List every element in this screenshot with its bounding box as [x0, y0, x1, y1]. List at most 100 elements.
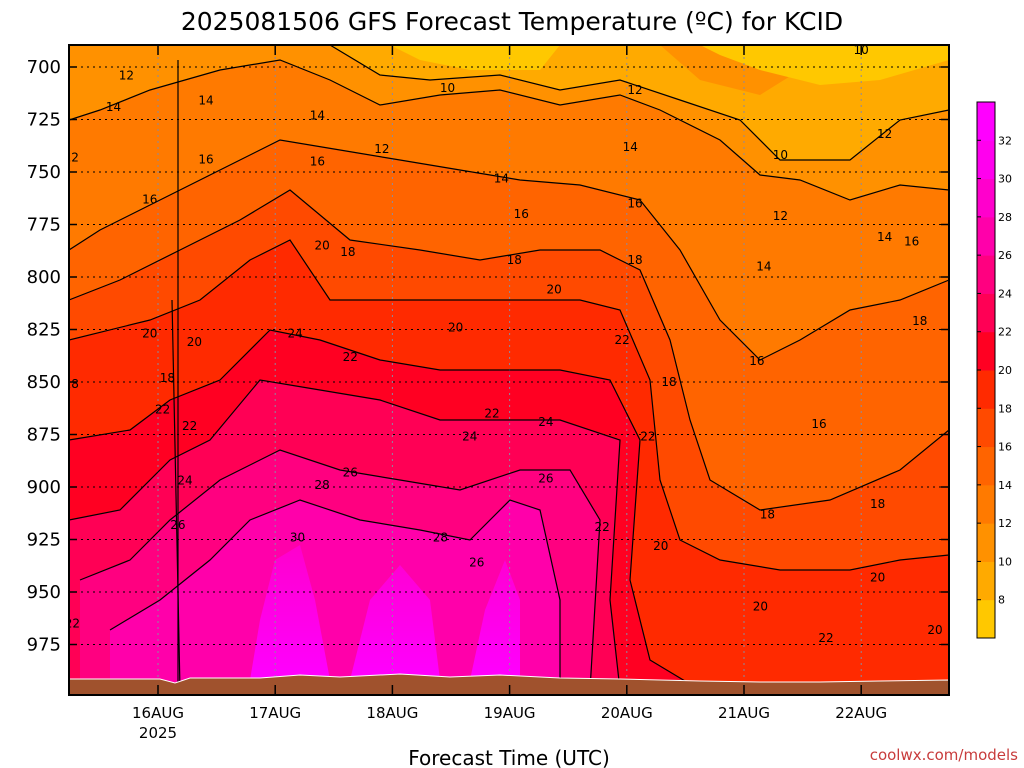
contour-label: 14	[310, 108, 325, 122]
x-tick-label: 22AUG	[835, 704, 887, 722]
colorbar-segment	[977, 446, 995, 486]
plot-area: 12 14 14 12 16 16 14 16 12 10 14 16 20 18 18 20 20 20 20 24…	[64, 45, 949, 695]
contour-label: 12	[64, 150, 79, 164]
contour-line-4	[69, 329, 701, 691]
contour-label: 22	[595, 520, 610, 534]
contour-label: 22	[65, 617, 80, 631]
colorbar-tick-label: 14	[998, 479, 1012, 492]
colorbar-segment	[977, 140, 995, 180]
contour-label: 12	[374, 142, 389, 156]
colorbar-segment	[977, 102, 995, 141]
y-tick-label: 725	[27, 110, 61, 131]
contour-lines	[69, 45, 949, 691]
colorbar: 8 10 12 14 16 18 20 22 24 26 28 30 32	[976, 101, 1012, 639]
y-tick-label: 825	[27, 320, 61, 341]
y-tick-label: 700	[27, 57, 61, 78]
contour-label: 20	[927, 623, 942, 637]
contour-label: 24	[462, 430, 477, 444]
credit-text: coolwx.com/models	[870, 746, 1018, 764]
contour-line-7	[109, 499, 561, 690]
contour-label: 16	[310, 155, 325, 169]
y-tick-label: 875	[27, 425, 61, 446]
contour-line-10	[171, 299, 181, 691]
contour-label: 18	[340, 245, 355, 259]
y-tick-label: 975	[27, 635, 61, 656]
contour-label: 16	[514, 207, 529, 221]
contour-labels: 12 14 14 12 16 16 14 16 12 10 14 16 20 18 18 20 20 20 20 24…	[64, 45, 943, 645]
contour-label: 30	[290, 530, 305, 544]
x-year-label: 2025	[139, 724, 177, 742]
contour-label: 22	[818, 631, 833, 645]
colorbar-tick-label: 16	[998, 441, 1012, 454]
colorbar-segment	[977, 523, 995, 562]
contour-label: 14	[877, 230, 892, 244]
contour-label: 20	[653, 539, 668, 553]
contour-label: 18	[760, 507, 775, 521]
contour-label: 22	[484, 407, 499, 421]
contour-label: 16	[627, 197, 642, 211]
contour-label: 14	[106, 100, 121, 114]
colorbar-segment	[977, 484, 995, 524]
contour-label: 20	[142, 327, 157, 341]
contour-label: 24	[538, 415, 553, 429]
colorbar-tick-label: 18	[998, 402, 1012, 415]
contour-label: 14	[756, 260, 771, 274]
contour-label: 16	[904, 234, 919, 248]
contour-label: 12	[773, 209, 788, 223]
contour-label: 16	[811, 417, 826, 431]
x-tick-label: 16AUG	[132, 704, 184, 722]
y-tick-label: 925	[27, 530, 61, 551]
chart-title: 2025081506 GFS Forecast Temperature (ºC)…	[181, 7, 843, 36]
contour-label: 18	[64, 377, 79, 391]
contour-label: 24	[177, 474, 192, 488]
contour-label: 14	[198, 94, 213, 108]
colorbar-tick-label: 30	[998, 173, 1012, 186]
x-axis-title: Forecast Time (UTC)	[408, 746, 610, 768]
x-tick-label: 17AUG	[249, 704, 301, 722]
temperature-fill-layer	[69, 45, 949, 695]
contour-label: 20	[448, 320, 463, 334]
y-axis: 700 725 750 775 800 825 850 875 900 925 950 975	[27, 57, 949, 656]
contour-line-8	[329, 45, 949, 161]
band-8-10	[390, 45, 949, 85]
contour-label: 26	[343, 465, 358, 479]
contour-label: 20	[187, 335, 202, 349]
band-28-30	[110, 500, 560, 695]
colorbar-tick-label: 28	[998, 211, 1012, 224]
y-tick-label: 775	[27, 215, 61, 236]
contour-label: 20	[870, 570, 885, 584]
colorbar-tick-label: 24	[998, 287, 1012, 300]
contour-label: 18	[912, 314, 927, 328]
contour-label: 20	[314, 239, 329, 253]
contour-line-0	[69, 59, 949, 201]
contour-label: 28	[314, 478, 329, 492]
colorbar-tick-label: 8	[998, 594, 1005, 607]
colorbar-tick-label: 10	[998, 555, 1012, 568]
band-30-plus	[250, 545, 520, 680]
y-tick-label: 800	[27, 267, 61, 288]
colorbar-segment	[977, 293, 995, 333]
contour-label: 26	[170, 518, 185, 532]
contour-label: 16	[198, 152, 213, 166]
contour-label: 22	[182, 419, 197, 433]
contour-label: 18	[160, 371, 175, 385]
colorbar-tick-label: 22	[998, 326, 1012, 339]
contour-label: 20	[546, 283, 561, 297]
contour-label: 12	[627, 83, 642, 97]
x-axis: 16AUG 17AUG 18AUG 19AUG 20AUG 21AUG 22AUG	[132, 45, 887, 722]
contour-label: 18	[627, 253, 642, 267]
colorbar-segment	[977, 331, 995, 371]
colorbar-segment	[977, 370, 995, 409]
contour-label: 26	[538, 472, 553, 486]
contour-line-3	[69, 239, 949, 571]
contour-label: 26	[469, 556, 484, 570]
ground-surface	[69, 673, 949, 695]
contour-label: 22	[640, 430, 655, 444]
contour-label: 16	[142, 192, 157, 206]
colorbar-segment	[977, 599, 995, 639]
colorbar-segment	[977, 561, 995, 601]
contour-label: 18	[661, 375, 676, 389]
x-tick-label: 18AUG	[366, 704, 418, 722]
colorbar-tick-label: 26	[998, 249, 1012, 262]
